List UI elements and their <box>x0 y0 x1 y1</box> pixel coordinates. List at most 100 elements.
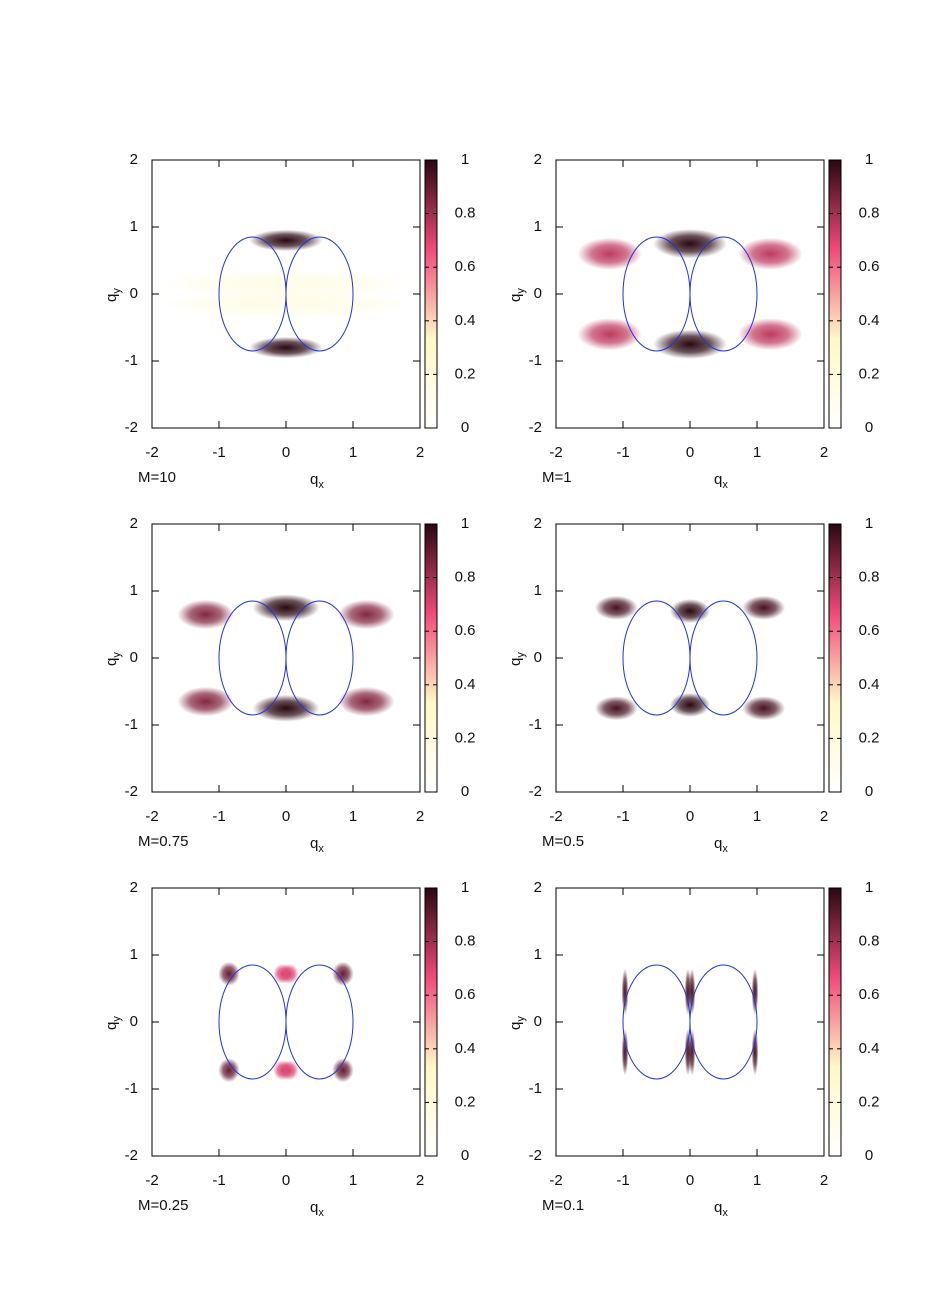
y-tick-label: -2 <box>125 419 138 436</box>
heatmap <box>177 594 395 722</box>
colorbar-tick-label: 1 <box>461 879 469 896</box>
colorbar <box>828 523 842 793</box>
intensity-blob <box>332 961 354 986</box>
y-tick-label: 1 <box>130 582 138 599</box>
colorbar-tick-label: 0.6 <box>859 258 880 275</box>
colorbar-tick-label: 0.6 <box>455 986 476 1003</box>
x-tick-label: 1 <box>753 444 761 461</box>
heatmap <box>621 964 759 1080</box>
colorbar-tick-label: 0 <box>865 1147 873 1164</box>
colorbar <box>424 523 438 793</box>
intensity-blob <box>653 329 727 359</box>
contour <box>285 236 354 352</box>
intensity-blob <box>577 318 642 351</box>
x-tick-label: -2 <box>549 444 562 461</box>
intensity-blob <box>338 686 395 717</box>
contour <box>285 964 354 1080</box>
intensity-blob <box>177 686 234 717</box>
colorbar-tick-label: 0.6 <box>455 622 476 639</box>
x-tick-label: -2 <box>145 808 158 825</box>
y-tick-label: 0 <box>130 649 138 666</box>
y-axis-label: qy <box>507 1016 527 1030</box>
colorbar-tick-label: 0.6 <box>859 986 880 1003</box>
colorbar-tick-label: 0 <box>865 419 873 436</box>
x-axis-label: qx <box>714 835 728 855</box>
colorbar-tick-label: 1 <box>865 151 873 168</box>
y-tick-label: 1 <box>534 946 542 963</box>
x-tick-label: 0 <box>686 444 694 461</box>
x-tick-label: 2 <box>820 1172 828 1189</box>
contour <box>285 600 354 716</box>
heatmap <box>158 229 414 359</box>
colorbar <box>424 159 438 429</box>
y-tick-label: -1 <box>529 716 542 733</box>
colorbar-tick-label: 0.4 <box>455 312 476 329</box>
x-axis-label: qx <box>310 835 324 855</box>
y-tick-label: -1 <box>125 716 138 733</box>
y-tick-label: 1 <box>130 218 138 235</box>
colorbar-tick-label: 0.4 <box>455 1040 476 1057</box>
x-tick-label: -2 <box>549 808 562 825</box>
x-tick-label: 1 <box>349 1172 357 1189</box>
colorbar-tick-label: 0.6 <box>455 258 476 275</box>
x-tick-label: 2 <box>820 444 828 461</box>
intensity-blob <box>249 336 323 359</box>
contour <box>689 236 758 352</box>
colorbar <box>424 887 438 1157</box>
y-axis-label: qy <box>507 288 527 302</box>
x-tick-label: -1 <box>616 1172 629 1189</box>
intensity-blob <box>279 1060 299 1081</box>
intensity-blob <box>252 594 320 622</box>
x-tick-label: -1 <box>212 1172 225 1189</box>
y-axis-label: qy <box>507 652 527 666</box>
contour <box>218 600 287 716</box>
y-tick-label: 2 <box>130 879 138 896</box>
y-tick-label: 0 <box>534 649 542 666</box>
x-tick-label: 2 <box>820 808 828 825</box>
colorbar-tick-label: 0.2 <box>455 365 476 382</box>
x-tick-label: 1 <box>349 808 357 825</box>
colorbar-tick-label: 0.8 <box>455 569 476 586</box>
annotation: M=10 <box>138 469 176 486</box>
y-axis-label: qy <box>103 1016 123 1030</box>
heatmap <box>594 595 786 721</box>
intensity-blob <box>742 595 786 620</box>
y-tick-label: -2 <box>125 783 138 800</box>
intensity-blob <box>751 1028 759 1076</box>
intensity-blob <box>177 599 234 630</box>
x-axis-label: qx <box>714 1199 728 1219</box>
colorbar-tick-label: 0.4 <box>859 312 880 329</box>
x-tick-label: 1 <box>753 1172 761 1189</box>
x-tick-label: -2 <box>145 444 158 461</box>
intensity-blob <box>332 1058 354 1083</box>
intensity-blob <box>249 229 323 252</box>
colorbar-tick-label: 0.8 <box>859 569 880 586</box>
x-tick-label: -1 <box>616 808 629 825</box>
colorbar-tick-label: 0.2 <box>455 1093 476 1110</box>
colorbar-tick-label: 0.8 <box>455 205 476 222</box>
colorbar-tick-label: 0 <box>461 419 469 436</box>
x-tick-label: -1 <box>212 808 225 825</box>
y-tick-label: -1 <box>529 1080 542 1097</box>
colorbar-tick-label: 0.2 <box>859 365 880 382</box>
intensity-blob <box>218 961 240 986</box>
y-tick-label: -1 <box>125 352 138 369</box>
annotation: M=0.75 <box>138 833 188 850</box>
y-tick-label: -1 <box>529 352 542 369</box>
colorbar <box>828 887 842 1157</box>
y-tick-label: 2 <box>130 151 138 168</box>
annotation: M=0.25 <box>138 1197 188 1214</box>
colorbar-tick-label: 0.4 <box>455 676 476 693</box>
intensity-blob <box>594 595 638 620</box>
y-tick-label: 2 <box>130 515 138 532</box>
colorbar <box>828 159 842 429</box>
y-axis-label: qy <box>103 652 123 666</box>
x-tick-label: 2 <box>416 444 424 461</box>
annotation: M=0.5 <box>542 833 584 850</box>
y-tick-label: 2 <box>534 879 542 896</box>
colorbar-tick-label: 0 <box>461 783 469 800</box>
colorbar-tick-label: 0.2 <box>859 729 880 746</box>
intensity-blob <box>688 968 696 1016</box>
colorbar-tick-label: 0 <box>865 783 873 800</box>
